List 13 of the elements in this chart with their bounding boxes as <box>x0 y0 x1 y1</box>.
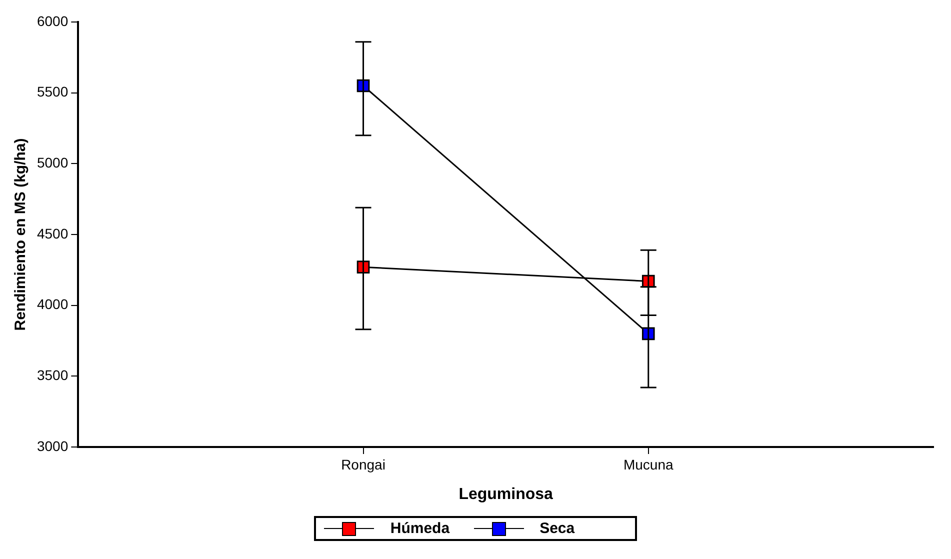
x-tick-label: Rongai <box>341 456 386 472</box>
y-axis-title: Rendimiento en MS (kg/ha) <box>12 138 30 331</box>
y-tick-label: 5500 <box>36 84 68 100</box>
y-tick-label: 4500 <box>36 225 68 242</box>
y-tick-label: 3000 <box>36 438 68 454</box>
y-tick-label: 5000 <box>36 154 68 171</box>
y-tick-label: 3500 <box>36 367 68 384</box>
y-tick-label: 6000 <box>36 12 68 29</box>
x-tick-label: Mucuna <box>623 456 674 472</box>
y-tick-label: 4000 <box>36 296 68 312</box>
legend-label: Seca <box>540 520 575 537</box>
x-axis-title: Leguminosa <box>458 486 554 503</box>
legend-label: Húmeda <box>390 520 450 537</box>
